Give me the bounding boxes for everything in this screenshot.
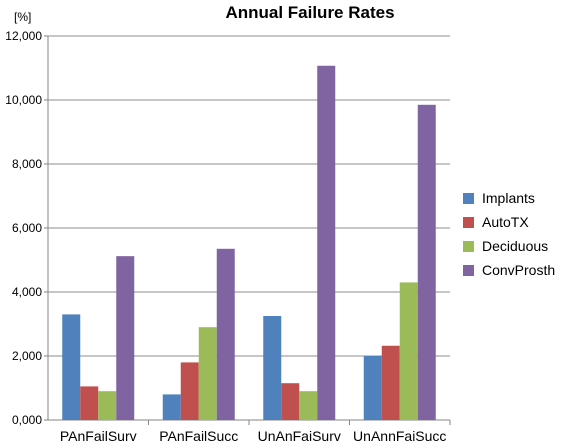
legend-label: AutoTX	[482, 214, 529, 230]
bars	[62, 65, 436, 421]
x-tick-label: UnAnnFaiSucc	[353, 428, 446, 444]
y-tick-label: 12,000	[5, 29, 42, 43]
legend-item-deciduous: Deciduous	[463, 234, 567, 258]
bar-autotx-unannfaisucc	[381, 345, 400, 420]
bar-deciduous-panfailsucc	[198, 327, 217, 420]
bar-convprosth-unannfaisucc	[417, 104, 436, 421]
grid-lines	[48, 35, 450, 357]
y-tick-label: 8,000	[12, 157, 42, 171]
bar-implants-panfailsurv	[62, 314, 81, 420]
bar-convprosth-unanfaisurv	[317, 65, 336, 420]
x-tick-label: PAnFailSurv	[60, 428, 137, 444]
legend-swatch	[463, 216, 474, 228]
legend-swatch	[463, 264, 474, 276]
bar-implants-unannfaisucc	[363, 356, 382, 420]
x-tick-label: UnAnFaiSurv	[258, 428, 341, 444]
bar-autotx-unanfaisurv	[281, 383, 300, 420]
y-tick-label: 4,000	[12, 285, 42, 299]
y-axis-label: [%]	[14, 10, 32, 24]
legend-item-convprosth: ConvProsth	[463, 258, 567, 282]
bar-deciduous-unanfaisurv	[299, 391, 318, 420]
legend-label: Implants	[482, 190, 535, 206]
x-tick-labels: PAnFailSurv PAnFailSucc UnAnFaiSurv UnAnnFa…	[60, 428, 447, 444]
bar-deciduous-panfailsurv	[98, 391, 117, 420]
y-tick-label: 0,000	[12, 413, 42, 427]
y-tick-label: 2,000	[12, 349, 42, 363]
legend-label: Deciduous	[482, 238, 549, 254]
legend-label: ConvProsth	[482, 262, 556, 278]
bar-implants-panfailsucc	[162, 394, 181, 420]
legend: Implants AutoTX Deciduous ConvProsth	[463, 186, 567, 282]
bar-deciduous-unannfaisucc	[399, 282, 418, 420]
y-tick-label: 6,000	[12, 221, 42, 235]
y-tick-labels: 0,000 2,000 4,000 6,000 8,000 10,000 12,000	[5, 29, 42, 427]
legend-item-autotx: AutoTX	[463, 210, 567, 234]
bar-convprosth-panfailsucc	[216, 248, 235, 420]
bar-autotx-panfailsucc	[180, 362, 199, 420]
legend-swatch	[463, 192, 474, 204]
chart-title: Annual Failure Rates	[225, 3, 395, 22]
x-tick-label: PAnFailSucc	[159, 428, 238, 444]
bar-convprosth-panfailsurv	[116, 256, 135, 420]
legend-item-implants: Implants	[463, 186, 567, 210]
legend-swatch	[463, 240, 474, 252]
bar-autotx-panfailsurv	[80, 386, 99, 420]
bar-implants-unanfaisurv	[263, 316, 282, 420]
y-tick-label: 10,000	[5, 93, 42, 107]
